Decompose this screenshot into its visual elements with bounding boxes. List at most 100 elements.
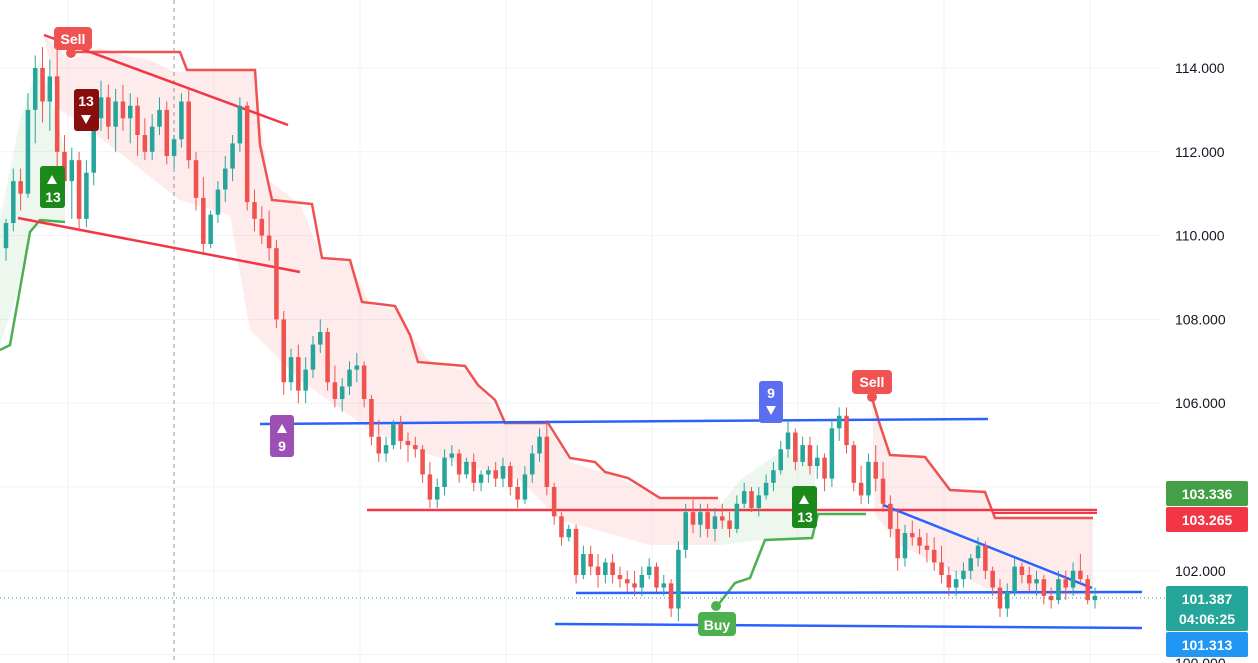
candle-body-bear	[654, 566, 659, 588]
candle-body-bull	[734, 503, 740, 529]
candle-body-bear	[281, 319, 286, 383]
candle-body-bull	[98, 97, 104, 119]
y-tick-label: 110.000	[1175, 228, 1225, 244]
candle-body-bear	[186, 101, 191, 161]
candle-body-bear	[624, 579, 630, 584]
candle-body-bull	[646, 566, 652, 575]
candle-body-bear	[193, 160, 199, 198]
td-13-up-right-marker: 13	[792, 486, 817, 528]
candle-body-bear	[76, 160, 82, 219]
candle-body-bull	[47, 76, 53, 102]
candle-body-bull	[478, 474, 484, 483]
candle-body-bull	[464, 461, 469, 475]
candle-body-bear	[40, 68, 45, 102]
upper-red-price-label: 103.265	[1166, 507, 1248, 532]
candle-body-bear	[456, 453, 462, 475]
sell-signal-1[interactable]: Sell	[54, 27, 92, 58]
candle-body-bull	[303, 369, 308, 391]
candle-body-bear	[910, 533, 915, 538]
y-tick-label: 106.000	[1175, 395, 1226, 411]
candle-body-bull	[953, 579, 959, 588]
resistance-line-blue	[259, 417, 989, 426]
candle-body-bull	[179, 101, 184, 140]
candle-body-bull	[763, 482, 769, 496]
candle-body-bear	[844, 415, 849, 446]
candle-body-bull	[1034, 579, 1039, 584]
candle-body-bull	[500, 466, 506, 479]
candle-body-bear	[727, 520, 732, 529]
sell-signal-2[interactable]: Sell	[852, 370, 892, 402]
candle-body-bear	[376, 436, 382, 454]
candle-body-bear	[610, 562, 615, 575]
candle-body-bull	[449, 453, 455, 458]
candle-body-bear	[413, 445, 418, 450]
y-tick-label: 112.000	[1175, 144, 1225, 160]
candle-body-bull	[1005, 591, 1010, 609]
candle-body-bear	[559, 516, 564, 538]
candle-body-bear	[895, 528, 900, 559]
supertrend-red-line	[72, 50, 718, 500]
candle-body-bear	[420, 449, 425, 475]
candle-body-bull	[778, 449, 783, 471]
candle-body-bear	[690, 512, 696, 525]
buy-signal-1[interactable]: Buy	[698, 601, 736, 636]
lower-blue-price: 101.313	[1182, 637, 1233, 653]
candle-body-bull	[288, 357, 294, 383]
arrow-up-icon	[47, 175, 57, 184]
candle-body-bull	[3, 223, 9, 249]
candle-body-bear	[515, 487, 520, 500]
candle-body-bear	[632, 583, 637, 588]
y-tick-label: 102.000	[1175, 563, 1226, 579]
lower-blue-price-label: 101.313	[1166, 632, 1248, 657]
candle-body-bear	[822, 457, 827, 479]
candle-body-bull	[1056, 579, 1061, 601]
td-9-down-marker: 9	[759, 381, 783, 423]
upper-green-price-label: 103.336	[1166, 481, 1248, 506]
candle-body-bull	[756, 495, 762, 508]
candle-body-bear	[997, 587, 1003, 609]
candle-body-bull	[230, 143, 235, 169]
candle-body-bear	[252, 202, 257, 219]
candle-body-bear	[142, 135, 148, 152]
candle-body-bear	[931, 549, 937, 563]
arrow-up-icon	[799, 495, 809, 504]
candle-body-bull	[968, 558, 974, 571]
candle-body-bear	[135, 105, 140, 136]
candle-body-bear	[1078, 570, 1083, 580]
candle-body-bull	[676, 549, 681, 609]
lower-support-line-blue	[554, 622, 1143, 630]
candle-body-bull	[785, 432, 791, 450]
candle-body-bear	[369, 399, 374, 437]
candle-body-bull	[149, 126, 155, 152]
price-axis[interactable]: 114.000 112.000 110.000 108.000 106.000 102.0…	[1175, 60, 1226, 663]
upper-green-price: 103.336	[1182, 486, 1233, 502]
candle-body-bear	[1041, 579, 1047, 596]
signal-markers: Sell Sell Buy 13 13	[40, 27, 892, 636]
candle-body-bear	[807, 445, 813, 467]
candle-body-bull	[902, 533, 908, 559]
current-price: 101.387	[1182, 591, 1233, 607]
sell-label-2: Sell	[860, 374, 885, 390]
supertrend-green-line	[717, 512, 866, 606]
candlesticks	[3, 38, 1098, 622]
candle-body-bear	[719, 516, 725, 521]
supertrend-lines	[0, 50, 1093, 606]
candle-body-bear	[946, 574, 952, 588]
candle-body-bull	[566, 528, 572, 538]
y-tick-label: 108.000	[1175, 311, 1226, 327]
candle-body-bear	[551, 487, 557, 517]
candle-body-bull	[25, 109, 31, 194]
td-9-down-text: 9	[767, 385, 775, 401]
supertrend-green-fill	[720, 452, 815, 545]
arrow-up-icon	[277, 424, 287, 433]
td-13-down-text: 13	[78, 93, 94, 109]
candle-body-bear	[427, 474, 433, 500]
candle-body-bear	[668, 583, 674, 609]
candle-body-bear	[398, 424, 403, 441]
candle-body-bear	[259, 218, 265, 236]
candle-body-bear	[471, 461, 477, 483]
candle-body-bull	[157, 109, 162, 127]
candle-body-bull	[383, 445, 389, 454]
